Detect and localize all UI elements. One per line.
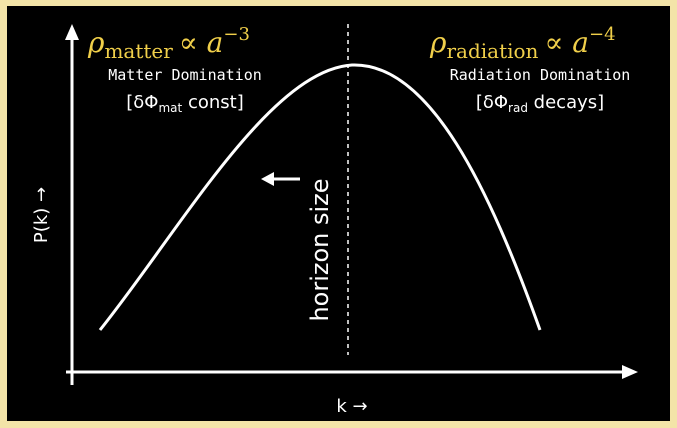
power-curve bbox=[98, 63, 542, 331]
left-formula: ρmatter ∝ a−3 bbox=[87, 24, 250, 63]
arrow-left-head bbox=[261, 172, 274, 186]
y-arrowhead bbox=[65, 24, 79, 40]
right-formula: ρradiation ∝ a−4 bbox=[429, 24, 616, 63]
left-note: [δΦmat const] bbox=[126, 92, 243, 115]
x-axis-label: k → bbox=[336, 396, 367, 417]
panel bbox=[7, 6, 670, 421]
horizon-label: horizon size bbox=[306, 178, 334, 321]
x-arrowhead bbox=[622, 365, 638, 379]
left-label: Matter Domination bbox=[108, 66, 262, 84]
y-axis-label: P(k) → bbox=[31, 187, 52, 243]
right-label: Radiation Domination bbox=[450, 66, 631, 84]
right-note: [δΦrad decays] bbox=[476, 92, 604, 115]
